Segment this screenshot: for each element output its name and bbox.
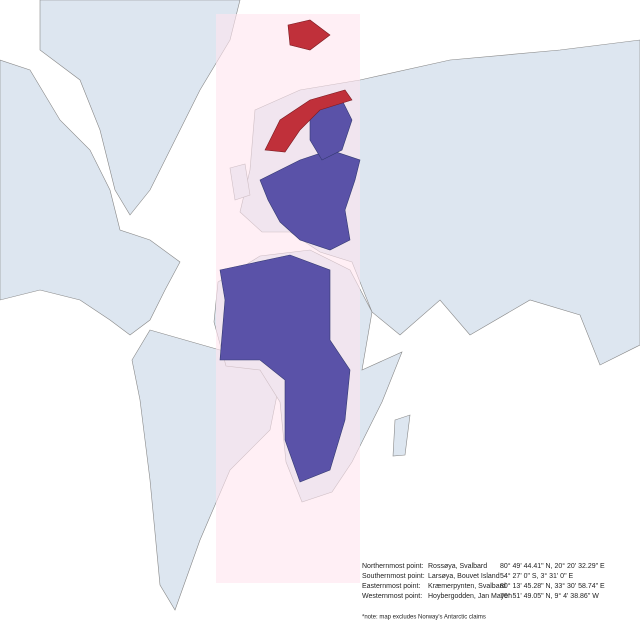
point-coordinates: 54° 27' 0" S, 3° 31' 0" E [500, 572, 574, 580]
point-place: Rossøya, Svalbard [428, 563, 487, 570]
point-coordinates: 70° 51' 49.05" N, 9° 4' 38.86" W [500, 592, 599, 600]
point-coordinates: 80° 49' 44.41" N, 20° 20' 32.29" E [500, 562, 605, 570]
point-place: Kræmerpynten, Svalbard [428, 583, 506, 590]
point-place: Hoybergodden, Jan Mayen [428, 593, 512, 600]
extreme-points: Northernmost point: Rossøya, Svalbard 80° … [362, 562, 605, 600]
point-label: Southernmost point: [362, 573, 425, 580]
point-label: Westernmost point: [362, 593, 422, 600]
point-coordinates: 80° 13' 45.28" N, 33° 30' 58.74" E [500, 582, 605, 590]
point-label: Northernmost point: [362, 563, 424, 570]
point-label: Easternmost point: [362, 583, 420, 590]
highlighted-countries [219, 19, 361, 483]
note: *note: map excludes Norway's Antarctic c… [362, 615, 486, 621]
point-place: Larsøya, Bouvet Island [428, 573, 500, 580]
